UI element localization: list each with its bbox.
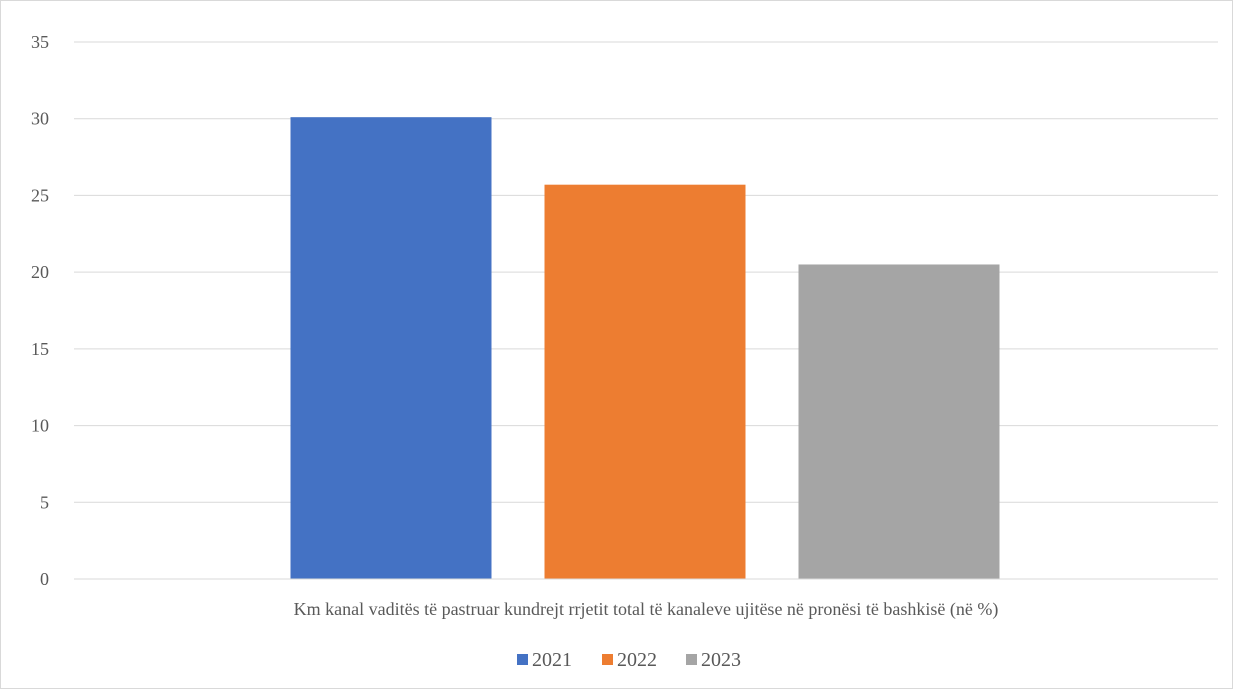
legend-label: 2021: [532, 649, 572, 671]
legend-item-2021: 2021: [517, 649, 572, 671]
y-tick-label: 15: [31, 339, 49, 359]
bars: [290, 117, 1000, 580]
y-tick-label: 30: [31, 109, 49, 129]
bar-2021: [290, 117, 492, 580]
bar-2023: [798, 264, 1000, 579]
legend-label: 2023: [701, 649, 741, 671]
bar-2022: [544, 184, 746, 579]
y-tick-label: 25: [31, 185, 49, 205]
y-tick-label: 20: [31, 262, 49, 282]
legend-swatch: [517, 654, 528, 665]
y-tick-label: 0: [40, 569, 49, 589]
legend-swatch: [686, 654, 697, 665]
legend-item-2023: 2023: [686, 649, 741, 671]
y-axis-ticks: 0 5 10 15 20 25 30 35: [31, 32, 49, 589]
legend-item-2022: 2022: [602, 649, 657, 671]
y-tick-label: 35: [31, 32, 49, 52]
legend-swatch: [602, 654, 613, 665]
y-tick-label: 10: [31, 416, 49, 436]
y-tick-label: 5: [40, 492, 49, 512]
legend-label: 2022: [617, 649, 657, 671]
legend: 2021 2022 2023: [517, 649, 741, 671]
x-axis: Km kanal vaditës të pastruar kundrejt rr…: [74, 578, 1218, 620]
x-category-label: Km kanal vaditës të pastruar kundrejt rr…: [294, 599, 999, 620]
